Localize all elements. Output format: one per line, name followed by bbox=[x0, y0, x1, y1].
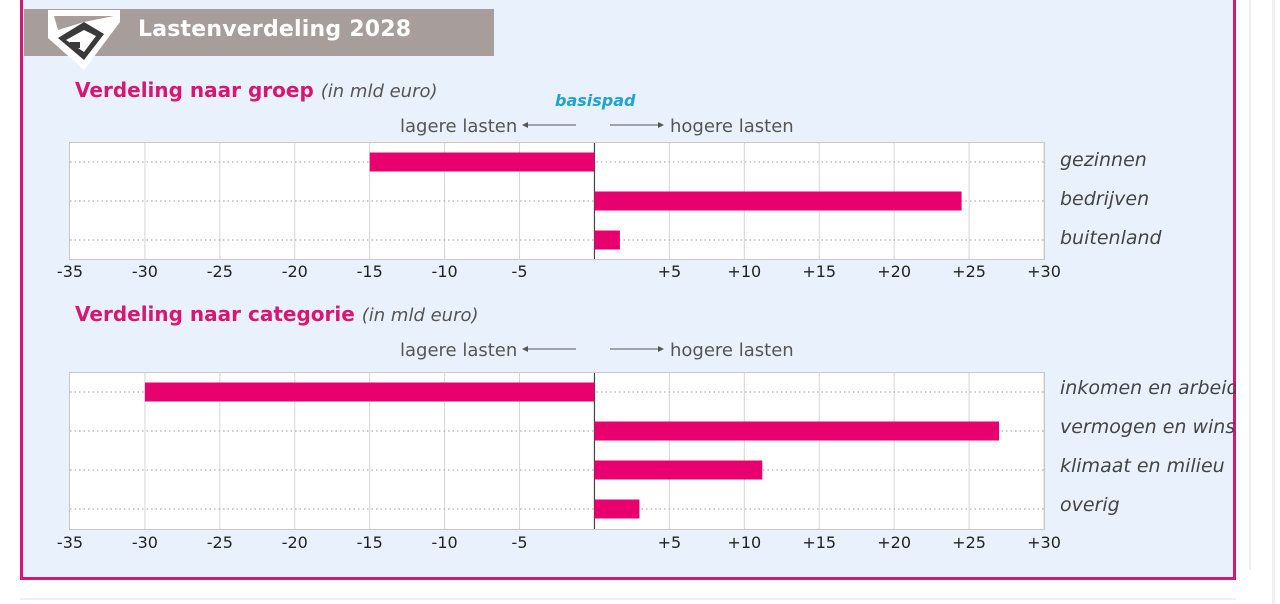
plot-area bbox=[69, 142, 1045, 260]
bar-chart-categorie bbox=[70, 373, 1044, 529]
tick-label: -15 bbox=[356, 533, 383, 552]
chart-title-categorie: Verdeling naar categorie (in mld euro) bbox=[75, 302, 479, 326]
bar bbox=[144, 382, 595, 402]
tick-label: +5 bbox=[657, 533, 682, 552]
tick-label: +30 bbox=[1027, 262, 1061, 281]
tick-label: -20 bbox=[281, 533, 308, 552]
tick-label: -25 bbox=[206, 533, 233, 552]
bar bbox=[594, 499, 640, 519]
category-label: gezinnen bbox=[1060, 149, 1147, 171]
bar-chart-groep bbox=[70, 143, 1044, 259]
tick-label: -25 bbox=[206, 262, 233, 281]
tick-label: -5 bbox=[511, 533, 528, 552]
category-label: bedrijven bbox=[1060, 188, 1150, 210]
divider bbox=[1249, 0, 1251, 570]
arrow-right-icon bbox=[610, 346, 664, 352]
tick-label: +5 bbox=[657, 262, 682, 281]
category-label: vermogen en winst bbox=[1060, 416, 1236, 438]
tick-label: -10 bbox=[431, 262, 458, 281]
tick-label: -30 bbox=[131, 533, 158, 552]
basispad-label: basispad bbox=[555, 91, 636, 110]
tick-label: -5 bbox=[511, 262, 528, 281]
bar bbox=[594, 460, 763, 480]
tick-label: -35 bbox=[56, 533, 84, 552]
category-label: buitenland bbox=[1060, 227, 1162, 249]
tick-label: -10 bbox=[431, 533, 458, 552]
higher-burden-label: hogere lasten bbox=[670, 340, 794, 361]
category-label-wrapper: vermogen en winst bbox=[1060, 416, 1236, 456]
category-label-wrapper: gezinnen bbox=[1060, 149, 1236, 189]
category-label: overig bbox=[1060, 494, 1120, 516]
chart-unit: (in mld euro) bbox=[361, 305, 479, 326]
tick-label: +20 bbox=[877, 262, 912, 281]
category-label-wrapper: overig bbox=[1060, 494, 1236, 534]
tick-label: +25 bbox=[952, 262, 986, 281]
category-label-wrapper: bedrijven bbox=[1060, 188, 1236, 228]
divider bbox=[20, 598, 1236, 600]
tick-label: -30 bbox=[131, 262, 158, 281]
category-label-wrapper: klimaat en milieu bbox=[1060, 455, 1236, 495]
tick-label: +15 bbox=[802, 533, 837, 552]
chart-unit: (in mld euro) bbox=[320, 81, 438, 102]
category-label: inkomen en arbeid bbox=[1060, 377, 1236, 399]
category-label-wrapper: buitenland bbox=[1060, 227, 1236, 267]
arrow-left-icon bbox=[522, 346, 576, 352]
lower-burden-label: lagere lasten bbox=[400, 340, 518, 361]
tick-label: +20 bbox=[877, 533, 912, 552]
tick-label: -15 bbox=[356, 262, 383, 281]
tick-label: -20 bbox=[281, 262, 308, 281]
divider bbox=[1272, 0, 1275, 604]
chart-title-text: Verdeling naar categorie bbox=[75, 302, 355, 326]
tick-label: +25 bbox=[952, 533, 986, 552]
logo-icon bbox=[48, 10, 120, 70]
chart-title-text: Verdeling naar groep bbox=[75, 78, 314, 102]
tick-label: +10 bbox=[727, 533, 762, 552]
bar bbox=[594, 191, 962, 211]
higher-burden-label: hogere lasten bbox=[670, 116, 794, 137]
chart-title-groep: Verdeling naar groep (in mld euro) bbox=[75, 78, 438, 102]
tick-label: +30 bbox=[1027, 533, 1061, 552]
tick-label: +10 bbox=[727, 262, 762, 281]
arrow-left-icon bbox=[522, 122, 576, 128]
bar bbox=[594, 230, 620, 250]
bar bbox=[369, 152, 595, 172]
category-label-wrapper: inkomen en arbeid bbox=[1060, 377, 1236, 417]
tick-label: +15 bbox=[802, 262, 837, 281]
bar bbox=[594, 421, 1000, 441]
plot-area bbox=[69, 372, 1045, 530]
category-label: klimaat en milieu bbox=[1060, 455, 1225, 477]
tick-label: -35 bbox=[56, 262, 84, 281]
page-title: Lastenverdeling 2028 bbox=[138, 17, 412, 42]
lower-burden-label: lagere lasten bbox=[400, 116, 518, 137]
arrow-right-icon bbox=[610, 122, 664, 128]
